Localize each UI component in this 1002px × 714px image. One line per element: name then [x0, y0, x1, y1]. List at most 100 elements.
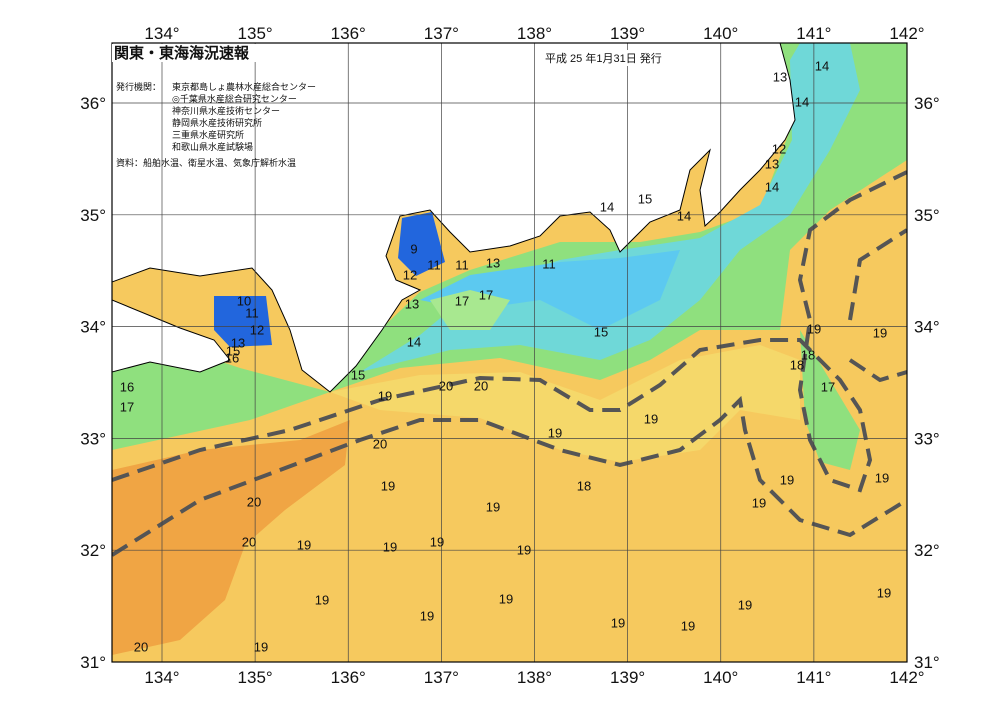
agency: ◎千葉県水産総合研究センター: [172, 93, 297, 104]
contour-label: 13: [486, 255, 500, 270]
contour-label: 19: [486, 499, 500, 514]
contour-label: 17: [455, 293, 469, 308]
contour-label: 10: [237, 293, 251, 308]
lat-label-left: 32°: [80, 541, 106, 560]
contour-label: 20: [247, 494, 261, 509]
source: 資料：船舶水温、衛星水温、気象庁解析水温: [116, 157, 296, 168]
lat-label-left: 31°: [80, 653, 106, 672]
contour-label: 17: [821, 379, 835, 394]
contour-label: 19: [611, 615, 625, 630]
contour-label: 13: [231, 335, 245, 350]
contour-label: 14: [795, 94, 809, 109]
lon-label-bottom: 136°: [331, 668, 366, 687]
date-box: [540, 50, 690, 66]
contour-label: 18: [801, 347, 815, 362]
agency: 東京都島しょ農林水産総合センター: [172, 81, 316, 92]
lon-label-top: 139°: [610, 24, 645, 43]
contour-label: 11: [245, 305, 259, 320]
contour-label: 20: [373, 436, 387, 451]
lat-label-right: 35°: [914, 206, 940, 225]
contour-label: 13: [773, 69, 787, 84]
contour-label: 19: [877, 585, 891, 600]
contour-label: 19: [780, 472, 794, 487]
issue-date: 平成 25 年1月31日 発行: [545, 51, 662, 65]
agency: 神奈川県水産技術センター: [172, 105, 280, 116]
contour-label: 14: [600, 199, 614, 214]
contour-label: 18: [790, 357, 804, 372]
agency: 和歌山県水産試験場: [172, 141, 253, 152]
lat-label-right: 34°: [914, 318, 940, 337]
contour-label: 12: [250, 322, 264, 337]
contour-label: 20: [134, 639, 148, 654]
contour-label: 18: [577, 478, 591, 493]
lon-label-top: 140°: [703, 24, 738, 43]
kuroshio-axis: [112, 170, 907, 557]
lon-label-top: 134°: [144, 24, 179, 43]
contour-label: 11: [427, 257, 441, 272]
contour-label: 19: [499, 591, 513, 606]
contour-label: 19: [254, 639, 268, 654]
contour-label: 13: [405, 296, 419, 311]
contour-label: 19: [873, 325, 887, 340]
lat-label-right: 32°: [914, 541, 940, 560]
lon-label-top: 137°: [424, 24, 459, 43]
contour-label: 15: [594, 324, 608, 339]
contour-label: 19: [517, 542, 531, 557]
lat-label-left: 33°: [80, 429, 106, 448]
contour-label: 17: [120, 399, 134, 414]
contour-label: 19: [752, 495, 766, 510]
lat-label-left: 35°: [80, 206, 106, 225]
contour-label: 20: [242, 534, 256, 549]
graticule: [112, 43, 907, 662]
contour-label: 19: [548, 425, 562, 440]
ticks: 134° 134° 135° 135° 136° 136° 137° 137° 138° 138°…: [80, 24, 939, 687]
lon-label-bottom: 138°: [517, 668, 552, 687]
contour-label: 19: [681, 618, 695, 633]
agency: 静岡県水産技術研究所: [172, 117, 262, 128]
contour-label: 20: [474, 378, 488, 393]
title-box: [112, 44, 262, 62]
lon-label-top: 142°: [889, 24, 924, 43]
contour-label: 14: [677, 208, 691, 223]
contour-label: 16: [225, 350, 239, 365]
contour-label: 19: [875, 470, 889, 485]
lon-label-bottom: 134°: [144, 668, 179, 687]
agency: 三重県水産研究所: [172, 129, 244, 140]
title: 関東・東海海況速報: [114, 44, 250, 62]
lon-label-top: 135°: [238, 24, 273, 43]
contour-label: 20: [439, 378, 453, 393]
contour-label: 19: [315, 592, 329, 607]
lon-label-bottom: 141°: [796, 668, 831, 687]
contour-label: 19: [381, 478, 395, 493]
map-frame: [111, 42, 908, 663]
contour-label: 11: [455, 257, 469, 272]
contour-label: 14: [765, 179, 779, 194]
lat-label-right: 31°: [914, 653, 940, 672]
lat-label-left: 34°: [80, 318, 106, 337]
contour-label: 14: [407, 334, 421, 349]
lon-label-top: 141°: [796, 24, 831, 43]
contour-label: 19: [383, 539, 397, 554]
contour-label: 9: [410, 241, 417, 256]
lat-label-right: 36°: [914, 94, 940, 113]
contour-label: 19: [297, 537, 311, 552]
agencies-label: 発行機関：: [116, 81, 161, 92]
lon-label-bottom: 135°: [238, 668, 273, 687]
lon-label-bottom: 142°: [889, 668, 924, 687]
contour-label: 13: [765, 156, 779, 171]
lat-label-left: 36°: [80, 94, 106, 113]
agencies: 東京都島しょ農林水産総合センター◎千葉県水産総合研究センター神奈川県水産技術セン…: [172, 81, 316, 152]
lat-label-right: 33°: [914, 429, 940, 448]
lon-label-top: 138°: [517, 24, 552, 43]
contour-label: 15: [351, 367, 365, 382]
contour-label: 12: [403, 267, 417, 282]
contour-label: 19: [738, 597, 752, 612]
lon-label-bottom: 140°: [703, 668, 738, 687]
lon-label-bottom: 137°: [424, 668, 459, 687]
lon-label-bottom: 139°: [610, 668, 645, 687]
contour-label: 19: [420, 608, 434, 623]
contour-label: 19: [430, 534, 444, 549]
